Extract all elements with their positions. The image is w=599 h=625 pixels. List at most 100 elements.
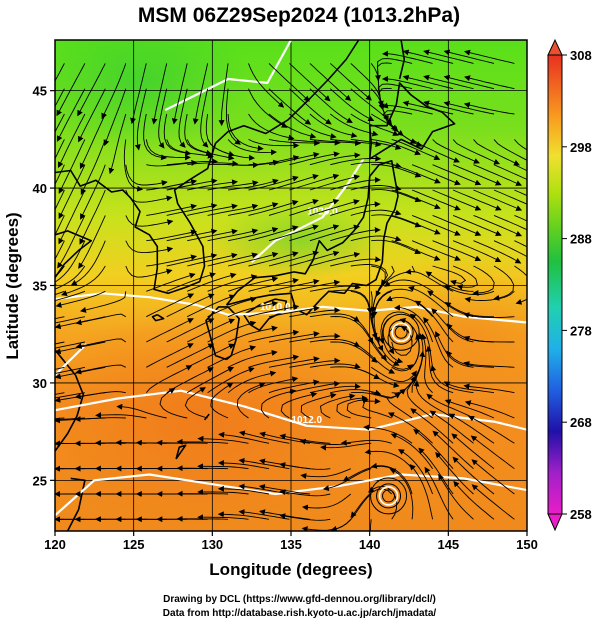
streamline xyxy=(336,395,368,419)
streamline xyxy=(493,139,527,161)
streamline xyxy=(452,240,502,263)
streamline xyxy=(309,152,361,166)
streamline xyxy=(448,413,495,444)
streamline xyxy=(207,274,258,292)
colorbar-tick-label: 278 xyxy=(570,323,592,338)
x-tick-label: 140 xyxy=(359,537,381,552)
colorbar-scale xyxy=(547,54,563,515)
streamline xyxy=(186,367,235,394)
streamline xyxy=(309,283,361,292)
streamline xyxy=(55,392,65,395)
colorbar-min-triangle xyxy=(547,513,563,532)
streamline xyxy=(80,164,106,220)
streamline xyxy=(391,240,441,261)
x-tick-label: 150 xyxy=(516,537,538,552)
colorbar-tick-label: 258 xyxy=(570,507,592,522)
streamline xyxy=(61,265,106,297)
streamline xyxy=(346,396,372,419)
streamline xyxy=(125,164,168,186)
streamline xyxy=(207,180,259,191)
streamline xyxy=(146,203,197,216)
streamline xyxy=(464,400,515,419)
streamline xyxy=(268,356,320,368)
streamline xyxy=(350,184,402,191)
streamline xyxy=(406,374,433,419)
streamline xyxy=(187,272,237,292)
streamline xyxy=(186,318,236,343)
colorbar-tick-label: 298 xyxy=(570,140,592,155)
colorbar-tick-label: 288 xyxy=(570,232,592,247)
y-tick-label: 30 xyxy=(33,376,47,391)
streamline xyxy=(248,175,299,191)
y-tick-label: 25 xyxy=(33,473,47,488)
streamline xyxy=(187,160,239,167)
colorbar-tick-label: 308 xyxy=(570,48,592,63)
streamline xyxy=(228,227,279,242)
streamline xyxy=(80,139,106,196)
streamline xyxy=(57,215,86,269)
streamline xyxy=(279,489,331,497)
streamline xyxy=(289,279,341,292)
streamline xyxy=(350,113,399,136)
streamline xyxy=(411,214,461,236)
streamline xyxy=(268,88,312,125)
streamline xyxy=(444,399,495,419)
streamline xyxy=(58,113,86,168)
streamline xyxy=(166,203,218,216)
streamline xyxy=(176,465,229,472)
streamline xyxy=(79,189,106,245)
streamline xyxy=(463,336,515,343)
streamline xyxy=(468,415,515,444)
streamline xyxy=(514,240,527,248)
streamline xyxy=(227,349,278,368)
streamline xyxy=(289,380,341,394)
streamline xyxy=(74,391,126,400)
streamline xyxy=(248,155,300,166)
streamline xyxy=(55,366,65,370)
streamline xyxy=(320,442,372,451)
streamline xyxy=(330,316,374,344)
streamline xyxy=(268,138,321,147)
streamline xyxy=(430,364,474,394)
streamline xyxy=(514,189,527,197)
streamline xyxy=(432,164,482,186)
streamline xyxy=(289,151,340,166)
streamline xyxy=(443,49,495,64)
streamline xyxy=(470,435,515,470)
streamline xyxy=(134,88,147,151)
streamline xyxy=(205,113,235,157)
streamline xyxy=(192,63,209,125)
streamline xyxy=(363,424,413,444)
streamline xyxy=(350,209,402,216)
colorbar-max-triangle xyxy=(547,38,563,56)
streamline xyxy=(55,189,65,211)
cyclone-ring xyxy=(382,489,396,503)
streamline xyxy=(330,389,382,396)
streamline xyxy=(207,320,257,343)
streamline xyxy=(200,88,209,148)
y-tick-label: 35 xyxy=(33,279,47,294)
streamline xyxy=(432,265,467,286)
streamline xyxy=(342,465,392,482)
coastline xyxy=(66,477,86,531)
streamline xyxy=(493,214,527,231)
colorbar: 258 268 278 288 298 308 xyxy=(547,38,592,532)
streamline xyxy=(268,63,310,102)
streamline xyxy=(248,113,295,141)
streamline xyxy=(472,265,495,297)
streamline xyxy=(70,240,106,286)
streamline xyxy=(423,49,474,64)
streamline xyxy=(227,251,279,267)
streamline xyxy=(123,139,144,192)
coastline xyxy=(203,413,210,421)
streamline xyxy=(493,265,515,301)
streamline xyxy=(58,164,86,220)
streamline xyxy=(370,366,417,382)
streamline xyxy=(330,176,381,191)
streamline xyxy=(268,152,320,166)
streamline xyxy=(432,430,474,470)
streamline xyxy=(248,329,300,343)
streamline xyxy=(309,199,360,216)
streamline xyxy=(423,74,474,90)
streamline xyxy=(493,164,527,180)
